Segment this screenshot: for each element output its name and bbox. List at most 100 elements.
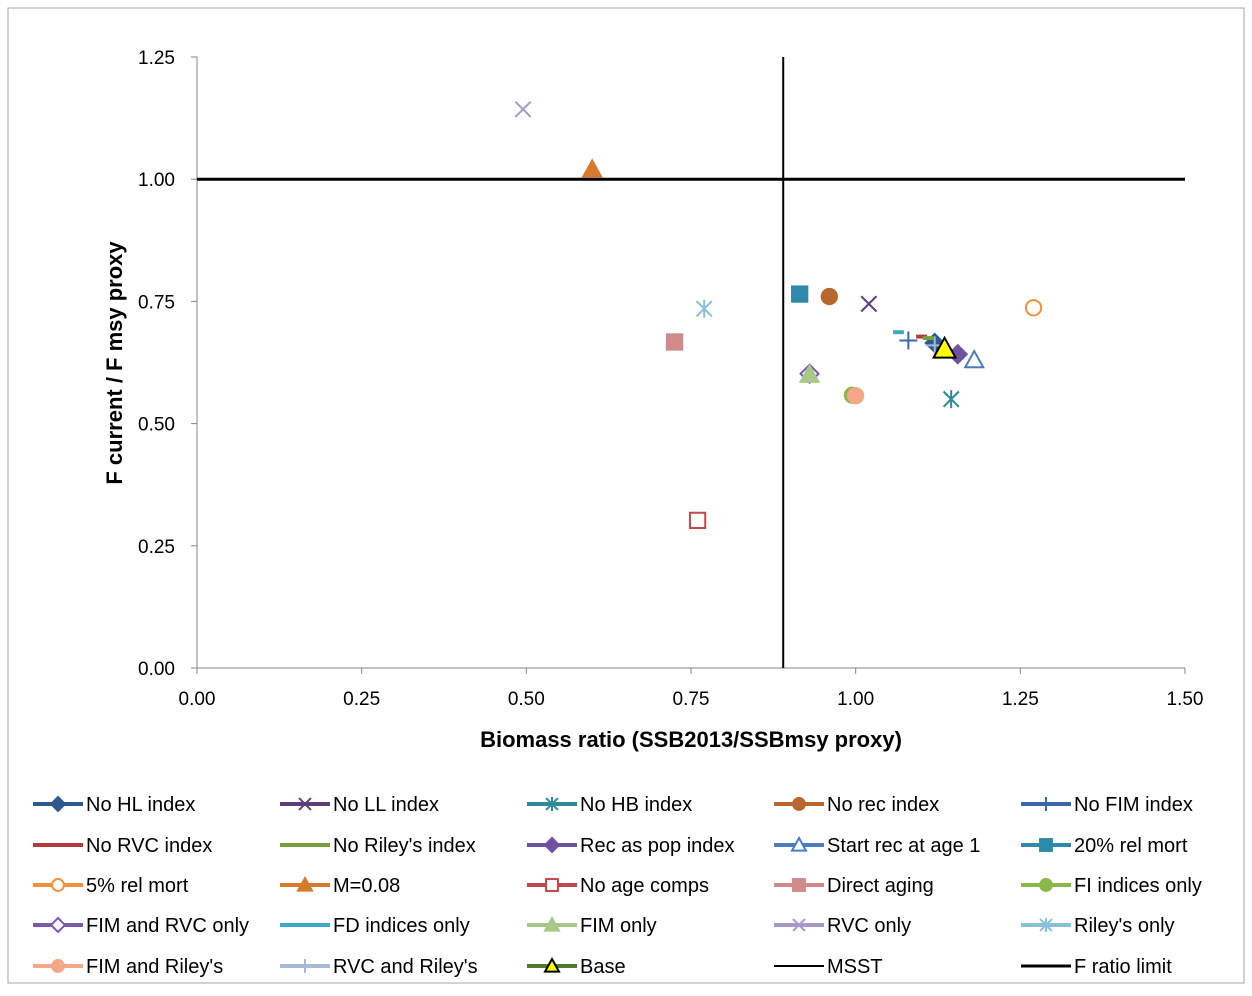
legend-swatch-marker <box>51 959 65 973</box>
legend-label: FIM only <box>580 915 657 937</box>
point-m-0-08 <box>581 158 603 178</box>
x-tick-label: 1.25 <box>1002 689 1039 710</box>
point-20-rel-mort <box>791 285 809 303</box>
legend-entry-rvc-and-riley-s: RVC and Riley's <box>280 956 478 978</box>
legend-swatch-marker <box>792 878 806 892</box>
reference-lines <box>197 57 1185 668</box>
legend-label: 20% rel mort <box>1074 835 1188 857</box>
point-no-rec-index <box>820 287 838 306</box>
legend-entry-fim-and-rvc-only: FIM and RVC only <box>33 915 249 937</box>
legend-label: Base <box>580 956 626 978</box>
point-direct-aging <box>665 333 684 351</box>
legend-entry-no-fim-index: No FIM index <box>1021 794 1193 816</box>
legend-label: No HB index <box>580 794 692 816</box>
chart-border <box>7 7 1245 984</box>
x-axis-title: Biomass ratio (SSB2013/SSBmsy proxy) <box>480 727 902 752</box>
axes: 0.00 0.25 0.50 0.75 1.00 1.25 1.50 0.00 0.25 0.50… <box>138 48 1203 710</box>
point-riley-s-only <box>695 299 713 318</box>
legend-entry-fi-indices-only: FI indices only <box>1021 875 1202 897</box>
legend-label: No age comps <box>580 875 709 897</box>
legend-label: MSST <box>827 956 883 978</box>
legend-entry-msst: MSST <box>774 956 883 978</box>
legend-swatch-marker <box>543 915 561 932</box>
legend-swatch-marker <box>543 836 561 854</box>
point-no-fim-index <box>899 331 918 350</box>
x-tick-label: 1.50 <box>1167 689 1204 710</box>
legend-label: 5% rel mort <box>86 875 189 897</box>
legend-label: No RVC index <box>86 835 212 857</box>
point-fim-only <box>798 363 821 383</box>
legend-entry-rvc-only: RVC only <box>774 915 911 937</box>
legend-entry-no-rec-index: No rec index <box>774 794 939 816</box>
legend-entry-riley-s-only: Riley's only <box>1021 915 1175 937</box>
legend-label: F ratio limit <box>1074 956 1172 978</box>
legend-entry-no-hb-index: No HB index <box>527 794 692 816</box>
legend-entry-20-rel-mort: 20% rel mort <box>1021 835 1188 857</box>
legend-entry-m-0-08: M=0.08 <box>280 875 400 897</box>
legend-swatch-marker <box>1039 797 1053 811</box>
legend-swatch-marker <box>49 795 67 813</box>
y-tick-label: 1.00 <box>138 170 175 191</box>
legend-swatch-marker <box>1039 838 1053 852</box>
legend-label: FIM and RVC only <box>86 915 249 937</box>
legend-entry-rec-as-pop-index: Rec as pop index <box>527 835 735 857</box>
legend-label: RVC and Riley's <box>333 956 478 978</box>
x-tick-label: 0.50 <box>508 689 545 710</box>
legend-entry-no-riley-s-index: No Riley's index <box>280 835 476 857</box>
legend-entry-f-ratio-limit: F ratio limit <box>1021 956 1172 978</box>
y-tick-label: 1.25 <box>138 48 175 69</box>
legend-swatch-marker <box>792 797 806 811</box>
legend-label: No LL index <box>333 794 439 816</box>
legend-label: No Riley's index <box>333 835 476 857</box>
legend-entry-start-rec-at-age-1: Start rec at age 1 <box>774 835 980 857</box>
point-start-rec-at-age-1 <box>963 348 985 369</box>
legend-entry-no-hl-index: No HL index <box>33 794 195 816</box>
legend-swatch-marker <box>545 878 559 892</box>
x-tick-label: 0.00 <box>179 689 216 710</box>
legend-swatch-marker <box>1039 878 1053 892</box>
legend-label: Rec as pop index <box>580 835 735 857</box>
point-no-ll-index <box>860 295 878 313</box>
point-base <box>931 335 958 359</box>
legend-entry-fim-only: FIM only <box>527 915 657 937</box>
point-fim-and-riley-s <box>847 387 865 405</box>
legend-entry-no-ll-index: No LL index <box>280 794 439 816</box>
legend-swatch-marker <box>543 956 561 973</box>
legend-label: No HL index <box>86 794 195 816</box>
legend-swatch-marker <box>296 875 314 892</box>
legend-swatch-marker <box>298 959 312 973</box>
y-tick-label: 0.25 <box>138 537 175 558</box>
legend-swatch-marker <box>49 916 67 934</box>
legend-swatch-marker <box>545 797 559 811</box>
point-no-hb-index <box>942 390 960 409</box>
x-tick-label: 0.25 <box>343 689 380 710</box>
point-rvc-only <box>514 100 532 118</box>
x-tick-label: 0.75 <box>673 689 710 710</box>
legend-label: FIM and Riley's <box>86 956 223 978</box>
legend-label: FD indices only <box>333 915 470 937</box>
point-5-rel-mort <box>1024 299 1043 317</box>
legend-entry-direct-aging: Direct aging <box>774 875 934 897</box>
y-tick-label: 0.50 <box>138 415 175 436</box>
legend-label: M=0.08 <box>333 875 400 897</box>
y-axis-title: F current / F msy proxy <box>102 241 127 485</box>
legend-label: RVC only <box>827 915 911 937</box>
legend: No HL index No LL index No HB index No rec … <box>33 794 1202 978</box>
legend-swatch-marker <box>298 797 312 811</box>
legend-label: No FIM index <box>1074 794 1193 816</box>
legend-entry-5-rel-mort: 5% rel mort <box>33 875 189 897</box>
legend-label: Riley's only <box>1074 915 1175 937</box>
point-no-age-comps <box>688 511 707 530</box>
legend-swatch-marker <box>790 835 808 852</box>
legend-label: Start rec at age 1 <box>827 835 980 857</box>
legend-swatch-marker <box>1039 918 1053 932</box>
legend-label: FI indices only <box>1074 875 1202 897</box>
data-points <box>514 100 1043 530</box>
legend-swatch-marker <box>792 918 806 932</box>
legend-entry-no-age-comps: No age comps <box>527 875 709 897</box>
y-tick-label: 0.75 <box>138 292 175 313</box>
y-tick-label: 0.00 <box>138 659 175 680</box>
legend-swatch-marker <box>51 878 65 892</box>
x-tick-label: 1.00 <box>837 689 874 710</box>
